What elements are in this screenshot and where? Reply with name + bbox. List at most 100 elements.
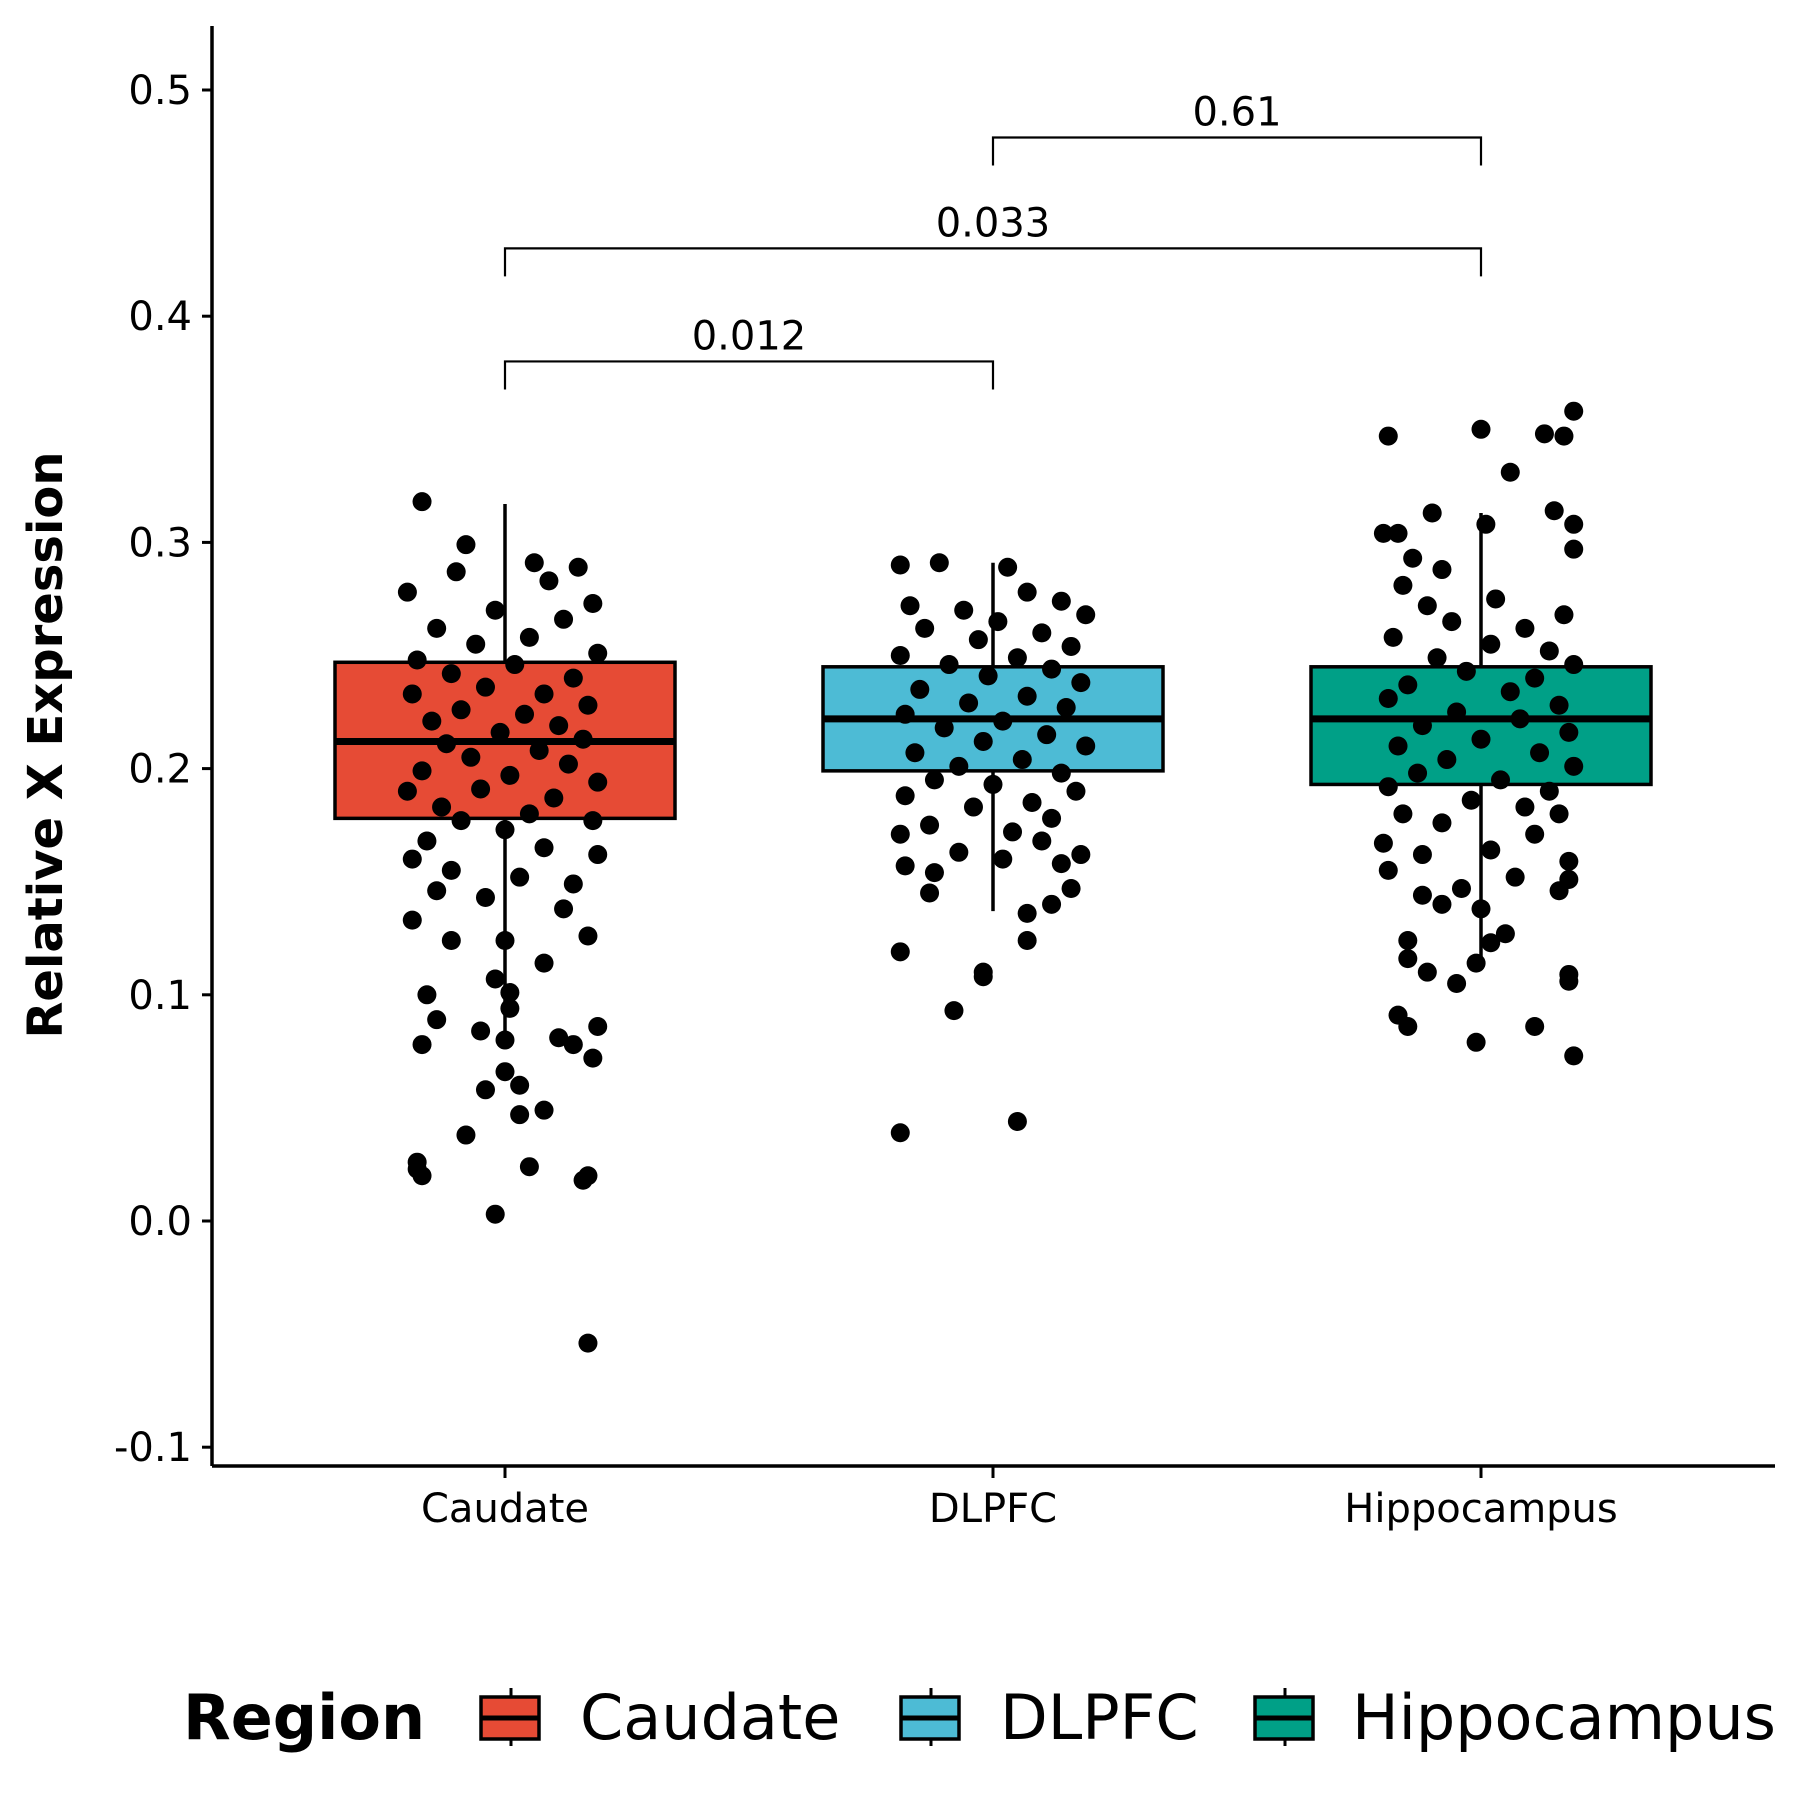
data-point [1388,523,1408,543]
legend-label: Caudate [580,1681,840,1754]
data-point [1437,750,1457,770]
data-point [890,942,910,962]
data-point [1412,885,1432,905]
data-point [1388,736,1408,756]
data-point [1447,702,1467,722]
data-point [924,770,944,790]
data-point [563,874,583,894]
data-point [1403,548,1423,568]
x-tick-label: Caudate [421,1486,589,1532]
data-point [1378,777,1398,797]
data-point [534,1100,554,1120]
data-point [1466,953,1486,973]
data-point [549,716,569,736]
data-point [412,492,432,512]
data-point [1378,426,1398,446]
data-point [554,899,574,919]
data-point [529,741,549,761]
data-point [895,786,915,806]
data-point [1012,750,1032,770]
data-point [1051,763,1071,783]
data-point [1530,743,1550,763]
data-point [1442,612,1462,632]
y-tick-label: 0.1 [128,973,192,1019]
data-point [412,761,432,781]
data-point [456,535,476,555]
data-point [500,765,520,785]
data-point [968,630,988,650]
data-point [515,704,535,724]
legend: Region Caudate DLPFC Hippocampus [183,1681,1776,1754]
data-point [954,600,974,620]
data-point [988,612,1008,632]
y-tick-label: 0.5 [128,68,192,114]
data-point [1564,756,1584,776]
data-point [1505,867,1525,887]
data-point [500,998,520,1018]
data-point [1393,575,1413,595]
data-point [1042,808,1062,828]
data-point [1564,514,1584,534]
data-point [417,985,437,1005]
data-point [451,700,471,720]
data-point [441,931,461,951]
data-point [1398,1016,1418,1036]
data-point [1061,636,1081,656]
data-point [1461,790,1481,810]
data-point [397,781,417,801]
data-point [1017,931,1037,951]
data-point [466,634,486,654]
significance-bracket [503,247,1483,277]
data-point [563,668,583,688]
data-point [1564,401,1584,421]
p-value-label: 0.033 [936,200,1051,246]
data-point [534,838,554,858]
y-tick-label: 0.3 [128,520,192,566]
data-point [485,969,505,989]
data-point [1471,729,1491,749]
significance-bracket [991,136,1483,166]
data-point [558,754,578,774]
data-point [1515,797,1535,817]
data-point [1432,560,1452,580]
data-point [1549,881,1569,901]
data-point [1373,523,1393,543]
data-point [407,650,427,670]
data-point [544,788,564,808]
data-point [1017,582,1037,602]
data-point [890,824,910,844]
data-point [578,695,598,715]
data-point [1051,854,1071,874]
data-point [441,860,461,880]
data-point [1378,688,1398,708]
data-point [1378,860,1398,880]
data-point [978,666,998,686]
data-point [1495,924,1515,944]
data-point [1393,804,1413,824]
data-point [461,747,481,767]
legend-label: Hippocampus [1352,1681,1776,1754]
data-point [1481,840,1501,860]
data-point [1412,845,1432,865]
data-point [422,711,442,731]
data-point [1076,736,1096,756]
data-point [939,655,959,675]
data-point [588,1016,608,1036]
data-point [1549,804,1569,824]
data-point [578,1333,598,1353]
data-point [1476,514,1496,534]
data-point [890,646,910,665]
data-point [510,1105,530,1125]
data-point [915,618,935,638]
data-point [1076,605,1096,625]
data-point [1066,781,1086,801]
data-point [588,845,608,865]
data-point [1481,933,1501,953]
data-point [1056,698,1076,718]
data-point [583,811,603,831]
data-point [495,1062,515,1082]
data-point [924,863,944,883]
data-point [427,618,447,638]
data-point [1042,659,1062,679]
data-point [1412,716,1432,736]
